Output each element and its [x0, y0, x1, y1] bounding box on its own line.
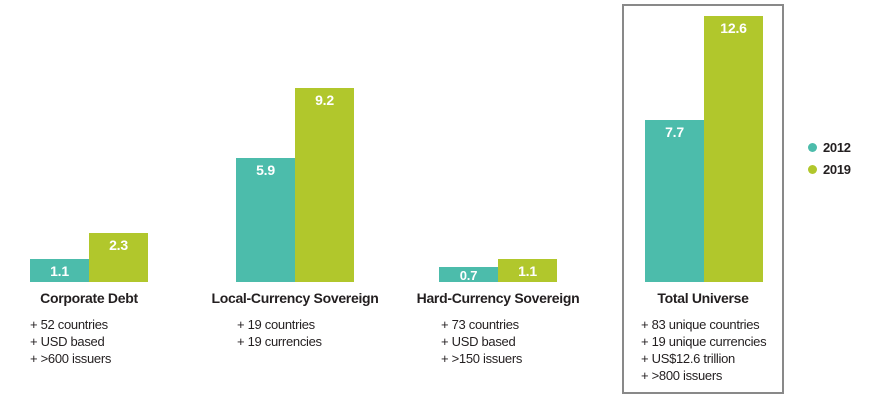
bullet-item: + 19 currencies — [237, 334, 322, 349]
group-label-local-currency-sovereign: Local-Currency Sovereign — [211, 290, 379, 306]
bullet-item: + 52 countries — [30, 317, 108, 332]
bar-2019-corporate-debt: 2.3 — [89, 233, 148, 282]
legend-item-2019: 2019 — [808, 158, 851, 180]
bar-2019-hard-currency-sovereign: 1.1 — [498, 259, 557, 282]
legend-item-2012: 2012 — [808, 136, 851, 158]
bullet-item: + US$12.6 trillion — [641, 351, 735, 366]
bar-value: 1.1 — [518, 263, 537, 279]
bar-2012-local-currency-sovereign: 5.9 — [236, 158, 295, 282]
bullet-item: + 73 countries — [441, 317, 519, 332]
legend-label-2012: 2012 — [823, 139, 851, 155]
bar-value: 2.3 — [109, 237, 128, 253]
group-label-hard-currency-sovereign: Hard-Currency Sovereign — [416, 290, 580, 306]
group-label-total-universe: Total Universe — [657, 290, 749, 306]
group-label-corporate-debt: Corporate Debt — [40, 290, 138, 306]
bullet-item: + 19 unique currencies — [641, 334, 767, 349]
bullet-list-hard-currency-sovereign: + 73 countries + USD based + >150 issuer… — [441, 316, 522, 367]
bullet-item: + >800 issuers — [641, 368, 723, 383]
bar-group-total-universe: 7.7 12.6 — [645, 16, 763, 282]
bar-value: 1.1 — [50, 263, 69, 279]
bullet-item: + USD based — [30, 334, 105, 349]
bullet-item: + 83 unique countries — [641, 317, 760, 332]
bar-2012-corporate-debt: 1.1 — [30, 259, 89, 282]
bar-2019-local-currency-sovereign: 9.2 — [295, 88, 354, 282]
legend: 2012 2019 — [808, 136, 851, 180]
bar-value: 9.2 — [315, 92, 334, 108]
bullet-list-local-currency-sovereign: + 19 countries + 19 currencies — [237, 316, 322, 350]
bar-2012-total-universe: 7.7 — [645, 120, 704, 282]
bullet-list-corporate-debt: + 52 countries + USD based + >600 issuer… — [30, 316, 111, 367]
legend-dot-2019-icon — [808, 164, 817, 174]
bar-value: 12.6 — [720, 20, 747, 36]
bullet-item: + >150 issuers — [441, 351, 523, 366]
legend-dot-2012-icon — [808, 142, 817, 152]
bar-value: 0.7 — [459, 268, 478, 283]
bar-2019-total-universe: 12.6 — [704, 16, 763, 282]
bullet-item: + >600 issuers — [30, 351, 112, 366]
bullet-list-total-universe: + 83 unique countries + 19 unique curren… — [641, 316, 767, 384]
bullet-item: + USD based — [441, 334, 516, 349]
bullet-item: + 19 countries — [237, 317, 315, 332]
bar-value: 5.9 — [256, 162, 275, 178]
bar-value: 7.7 — [665, 124, 684, 140]
bar-2012-hard-currency-sovereign: 0.7 — [439, 267, 498, 282]
legend-label-2019: 2019 — [823, 161, 851, 177]
bar-group-hard-currency-sovereign: 0.7 1.1 — [439, 259, 557, 282]
bar-group-local-currency-sovereign: 5.9 9.2 — [236, 88, 354, 282]
bar-group-corporate-debt: 1.1 2.3 — [30, 233, 148, 282]
